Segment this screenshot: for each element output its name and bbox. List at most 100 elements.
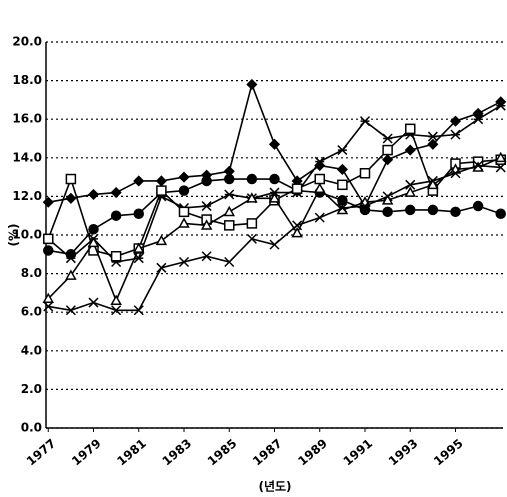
marker (269, 173, 280, 185)
marker (110, 210, 122, 221)
y-axis-label: (%) (7, 224, 21, 247)
marker (155, 175, 167, 187)
marker (201, 251, 212, 262)
marker (110, 186, 122, 199)
marker (359, 201, 371, 212)
marker (472, 107, 484, 119)
marker (246, 218, 258, 229)
marker (87, 236, 100, 248)
marker (494, 151, 507, 163)
y-tick-label: 12.0 (12, 189, 42, 203)
marker (156, 262, 167, 273)
marker (178, 256, 190, 268)
marker (133, 208, 145, 220)
x-tick-label: 1987 (250, 436, 285, 468)
y-tick-label: 0.0 (21, 421, 42, 435)
marker (246, 173, 258, 185)
x-tick-label: 1985 (205, 436, 240, 468)
x-tick-label: 1989 (295, 436, 330, 468)
marker (43, 233, 54, 245)
x-tick-label: 1981 (114, 436, 149, 468)
y-tick-label: 18.0 (12, 73, 42, 87)
marker (88, 297, 99, 308)
marker (382, 144, 393, 156)
marker (359, 167, 371, 179)
marker (224, 173, 235, 185)
marker (178, 171, 190, 183)
x-axis-label: (년도) (258, 480, 291, 494)
x-tick-label: 1979 (69, 436, 104, 468)
marker (382, 191, 393, 202)
y-tick-label: 6.0 (21, 305, 42, 319)
marker (223, 205, 236, 217)
marker (404, 186, 417, 197)
marker (473, 160, 484, 171)
y-tick-label: 2.0 (21, 382, 42, 396)
marker (65, 305, 76, 316)
marker (450, 129, 461, 140)
marker (42, 196, 54, 208)
marker (156, 185, 167, 196)
marker (178, 206, 190, 218)
marker (224, 220, 235, 231)
marker (450, 206, 461, 218)
marker (246, 233, 257, 244)
y-tick-label: 10.0 (12, 228, 42, 242)
marker (178, 217, 190, 228)
marker (337, 202, 348, 214)
marker (381, 194, 394, 205)
marker (427, 138, 439, 150)
y-tick-label: 20.0 (12, 35, 42, 49)
marker (65, 253, 76, 264)
x-tick-label: 1983 (160, 436, 195, 468)
marker (224, 256, 235, 268)
marker (337, 179, 348, 191)
x-tick-label: 1995 (431, 436, 466, 468)
marker (111, 305, 122, 316)
marker (382, 206, 393, 218)
marker (268, 192, 281, 203)
marker (404, 204, 416, 216)
marker (314, 173, 325, 185)
marker (359, 116, 371, 127)
marker (133, 175, 145, 187)
y-tick-label: 8.0 (21, 266, 42, 280)
marker (404, 123, 416, 135)
marker (65, 269, 77, 280)
marker (155, 234, 168, 246)
marker (268, 138, 281, 150)
marker (382, 133, 393, 144)
marker (201, 201, 212, 212)
marker (337, 195, 348, 206)
marker (65, 173, 77, 185)
marker (450, 168, 461, 179)
marker (427, 178, 439, 190)
marker (291, 183, 303, 194)
marker (88, 223, 99, 235)
marker (427, 204, 439, 216)
marker (43, 301, 54, 312)
y-tick-label: 16.0 (12, 112, 42, 126)
marker (495, 162, 506, 173)
marker (336, 163, 348, 175)
marker (65, 192, 77, 204)
marker (224, 189, 235, 200)
marker (472, 200, 484, 212)
marker (291, 227, 303, 238)
marker (87, 188, 100, 201)
marker (132, 242, 145, 253)
marker (337, 145, 348, 156)
marker (246, 192, 258, 203)
marker (314, 212, 325, 223)
marker (42, 292, 55, 304)
marker (495, 208, 506, 220)
marker (495, 100, 506, 111)
marker (382, 154, 394, 166)
marker (43, 245, 54, 256)
marker (404, 144, 416, 156)
marker (292, 220, 303, 231)
marker (201, 175, 212, 187)
x-tick-label: 1991 (341, 436, 376, 468)
marker (449, 115, 462, 127)
